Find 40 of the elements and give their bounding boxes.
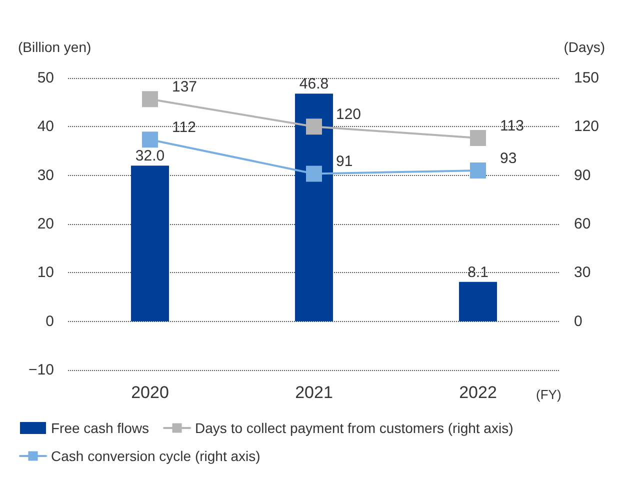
y2-tick-label: 60 <box>574 216 591 232</box>
y-tick-label: 30 <box>37 166 54 184</box>
y-tick-label: 0 <box>46 312 54 330</box>
x-tick-label: 2021 <box>295 383 333 402</box>
y-tick-label: 50 <box>37 70 54 86</box>
point <box>306 166 322 182</box>
x-tick-label: 2020 <box>131 383 169 402</box>
data-label: 120 <box>336 106 362 124</box>
legend-label: Days to collect payment from customers (right axis) <box>195 420 514 436</box>
bar <box>459 282 497 322</box>
y2-tick-label: 150 <box>574 70 600 86</box>
point <box>142 132 158 148</box>
bar <box>295 94 333 322</box>
point <box>142 91 158 108</box>
data-label: 93 <box>500 150 517 167</box>
y-tick-label: 20 <box>37 216 54 232</box>
y-tick-label: −10 <box>28 362 54 378</box>
y-tick-label: 40 <box>37 118 54 136</box>
data-label: 113 <box>500 118 524 135</box>
data-label: 8.1 <box>468 264 488 281</box>
y2-tick-label: 30 <box>574 264 591 282</box>
y2-tick-label: 120 <box>574 118 600 136</box>
point <box>470 130 486 146</box>
point <box>470 162 486 178</box>
data-label: 46.8 <box>299 76 329 93</box>
y2-axis-title: (Days) <box>564 39 605 55</box>
y-axis-title: (Billion yen) <box>18 39 92 55</box>
point <box>306 118 322 135</box>
y2-tick-label: 0 <box>574 312 582 330</box>
y-tick-label: 10 <box>37 264 54 282</box>
data-label: 32.0 <box>135 148 165 165</box>
bar <box>131 166 169 322</box>
y2-tick-label: 90 <box>574 166 591 184</box>
legend-label: Cash conversion cycle (right axis) <box>51 448 260 464</box>
data-label: 137 <box>172 78 198 96</box>
x-tick-label: 2022 <box>459 383 497 402</box>
data-label: 112 <box>172 119 196 136</box>
x-axis-title: (FY) <box>536 387 562 402</box>
legend-label: Free cash flows <box>51 420 150 436</box>
data-label: 91 <box>336 153 353 170</box>
